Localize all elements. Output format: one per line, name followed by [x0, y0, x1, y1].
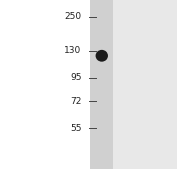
Text: 130: 130 — [64, 46, 81, 55]
Text: 250: 250 — [64, 12, 81, 21]
Text: 95: 95 — [70, 73, 81, 82]
Text: 72: 72 — [70, 97, 81, 106]
Text: 55: 55 — [70, 124, 81, 133]
Ellipse shape — [96, 50, 108, 62]
Bar — [90, 0, 113, 169]
Bar — [90, 0, 177, 169]
